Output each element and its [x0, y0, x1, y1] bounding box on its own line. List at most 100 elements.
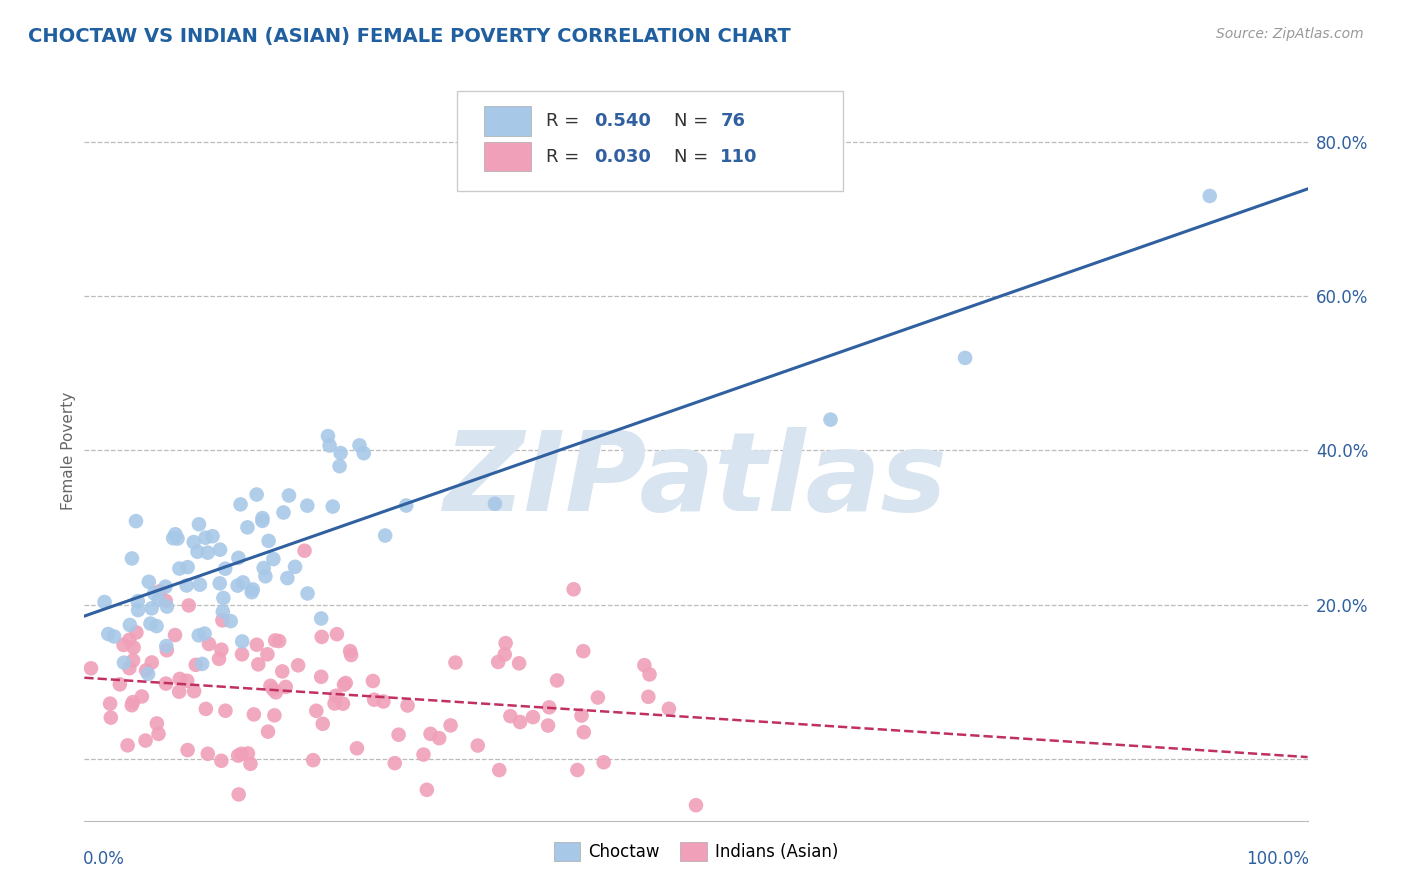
Point: [197, 546, 219, 560]
Point: [257, 724, 280, 739]
Point: [135, 733, 157, 747]
Point: [633, 658, 655, 673]
Point: [236, 747, 259, 761]
Point: [486, 655, 509, 669]
Point: [209, 642, 232, 657]
Point: [191, 657, 214, 671]
Point: [136, 666, 159, 681]
Point: [122, 695, 145, 709]
Text: R =: R =: [546, 112, 585, 130]
Text: 0.540: 0.540: [595, 112, 651, 130]
Point: [340, 648, 363, 662]
Point: [302, 753, 325, 767]
Point: [339, 644, 361, 658]
Point: [117, 739, 139, 753]
Point: [416, 782, 439, 797]
Point: [149, 584, 172, 599]
Point: [108, 677, 131, 691]
Point: [103, 630, 125, 644]
Point: [488, 763, 510, 777]
Point: [197, 747, 219, 761]
Point: [309, 670, 332, 684]
Point: [325, 689, 347, 703]
Point: [228, 550, 250, 565]
Point: [177, 599, 200, 613]
Point: [419, 727, 441, 741]
Point: [201, 529, 224, 543]
Point: [167, 684, 190, 698]
Point: [254, 569, 277, 583]
Point: [184, 657, 207, 672]
Point: [309, 611, 332, 625]
Point: [186, 545, 208, 559]
Point: [155, 580, 177, 594]
Point: [820, 412, 842, 426]
Point: [387, 728, 409, 742]
Point: [242, 582, 264, 597]
Point: [155, 676, 177, 690]
Point: [494, 648, 516, 662]
Point: [135, 664, 157, 678]
Point: [305, 704, 328, 718]
Point: [262, 552, 284, 566]
Point: [219, 614, 242, 628]
Point: [165, 527, 187, 541]
Point: [236, 520, 259, 534]
Point: [156, 643, 179, 657]
Point: [243, 707, 266, 722]
Text: CHOCTAW VS INDIAN (ASIAN) FEMALE POVERTY CORRELATION CHART: CHOCTAW VS INDIAN (ASIAN) FEMALE POVERTY…: [28, 27, 790, 45]
Point: [264, 633, 287, 648]
Point: [259, 679, 281, 693]
Point: [208, 652, 231, 666]
Point: [562, 582, 585, 597]
Point: [211, 613, 233, 627]
Text: N =: N =: [673, 112, 714, 130]
Point: [312, 716, 335, 731]
Point: [131, 690, 153, 704]
Point: [252, 514, 274, 528]
Point: [209, 754, 232, 768]
Point: [522, 710, 544, 724]
Point: [112, 656, 135, 670]
Point: [240, 585, 263, 599]
Point: [257, 533, 280, 548]
FancyBboxPatch shape: [484, 142, 531, 171]
Point: [188, 517, 211, 532]
Point: [194, 531, 217, 545]
Point: [211, 605, 233, 619]
Point: [125, 514, 148, 528]
Point: [586, 690, 609, 705]
Point: [138, 574, 160, 589]
Text: 0.0%: 0.0%: [83, 850, 125, 868]
Point: [439, 718, 461, 732]
Point: [332, 697, 354, 711]
Point: [326, 627, 349, 641]
Point: [537, 718, 560, 732]
Text: 0.030: 0.030: [595, 147, 651, 166]
Point: [1198, 189, 1220, 203]
Point: [333, 678, 356, 692]
Point: [499, 709, 522, 723]
Point: [384, 756, 406, 771]
Point: [323, 697, 346, 711]
Point: [271, 665, 294, 679]
FancyBboxPatch shape: [484, 106, 531, 136]
Point: [121, 698, 143, 713]
Point: [374, 528, 396, 542]
Point: [274, 680, 297, 694]
Point: [163, 628, 186, 642]
Point: [155, 594, 177, 608]
Point: [269, 634, 291, 648]
Point: [658, 702, 681, 716]
Point: [495, 636, 517, 650]
Point: [273, 506, 295, 520]
Point: [169, 672, 191, 686]
Point: [188, 577, 211, 591]
Point: [253, 561, 276, 575]
Point: [231, 648, 253, 662]
Point: [546, 673, 568, 688]
Point: [311, 630, 333, 644]
Point: [252, 511, 274, 525]
Point: [156, 599, 179, 614]
Text: 100.0%: 100.0%: [1246, 850, 1309, 868]
